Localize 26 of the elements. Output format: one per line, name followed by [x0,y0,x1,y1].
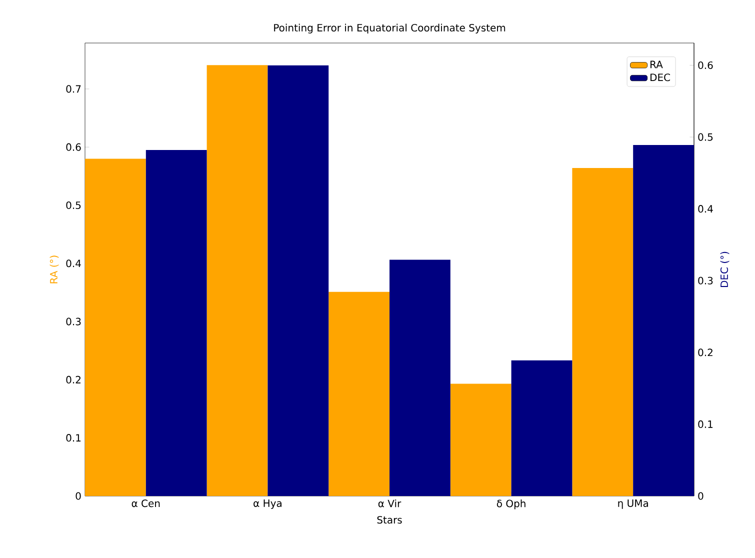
y-tick-label: 0 [76,492,81,500]
y-tick-label: 0.4 [66,260,81,268]
y-tick-label: 0.6 [66,143,81,151]
y-tick-label: 0.2 [66,376,80,384]
y-axis-title: RA (°) [50,256,59,284]
y-tick-label: 0.7 [66,85,81,93]
x-tick-label: α Vir [378,500,402,508]
legend-label: RA [650,60,663,68]
legend-label: DEC [650,74,670,82]
y2-tick-label: 0.1 [698,420,713,428]
y2-tick-label: 0 [698,492,704,500]
x-tick-label: α Cen [132,500,160,508]
y2-tick-label: 0.6 [698,61,713,70]
y2-axis-title: DEC (°) [720,252,730,287]
y2-tick-label: 0.4 [698,205,713,213]
x-axis-title: Stars [377,516,402,524]
y2-tick-label: 0.5 [698,133,713,141]
x-tick-label: α Hya [254,500,282,509]
y-tick-label: 0.1 [66,434,81,442]
x-tick-label: δ Oph [496,500,526,510]
x-tick-label: η UMa [618,500,648,509]
y-tick-label: 0.5 [66,201,81,210]
y2-tick-label: 0.3 [698,276,713,284]
chart-title: Pointing Error in Equatorial Coordinate System [274,24,506,34]
y-tick-label: 0.3 [66,318,81,326]
y2-tick-label: 0.2 [698,348,712,356]
